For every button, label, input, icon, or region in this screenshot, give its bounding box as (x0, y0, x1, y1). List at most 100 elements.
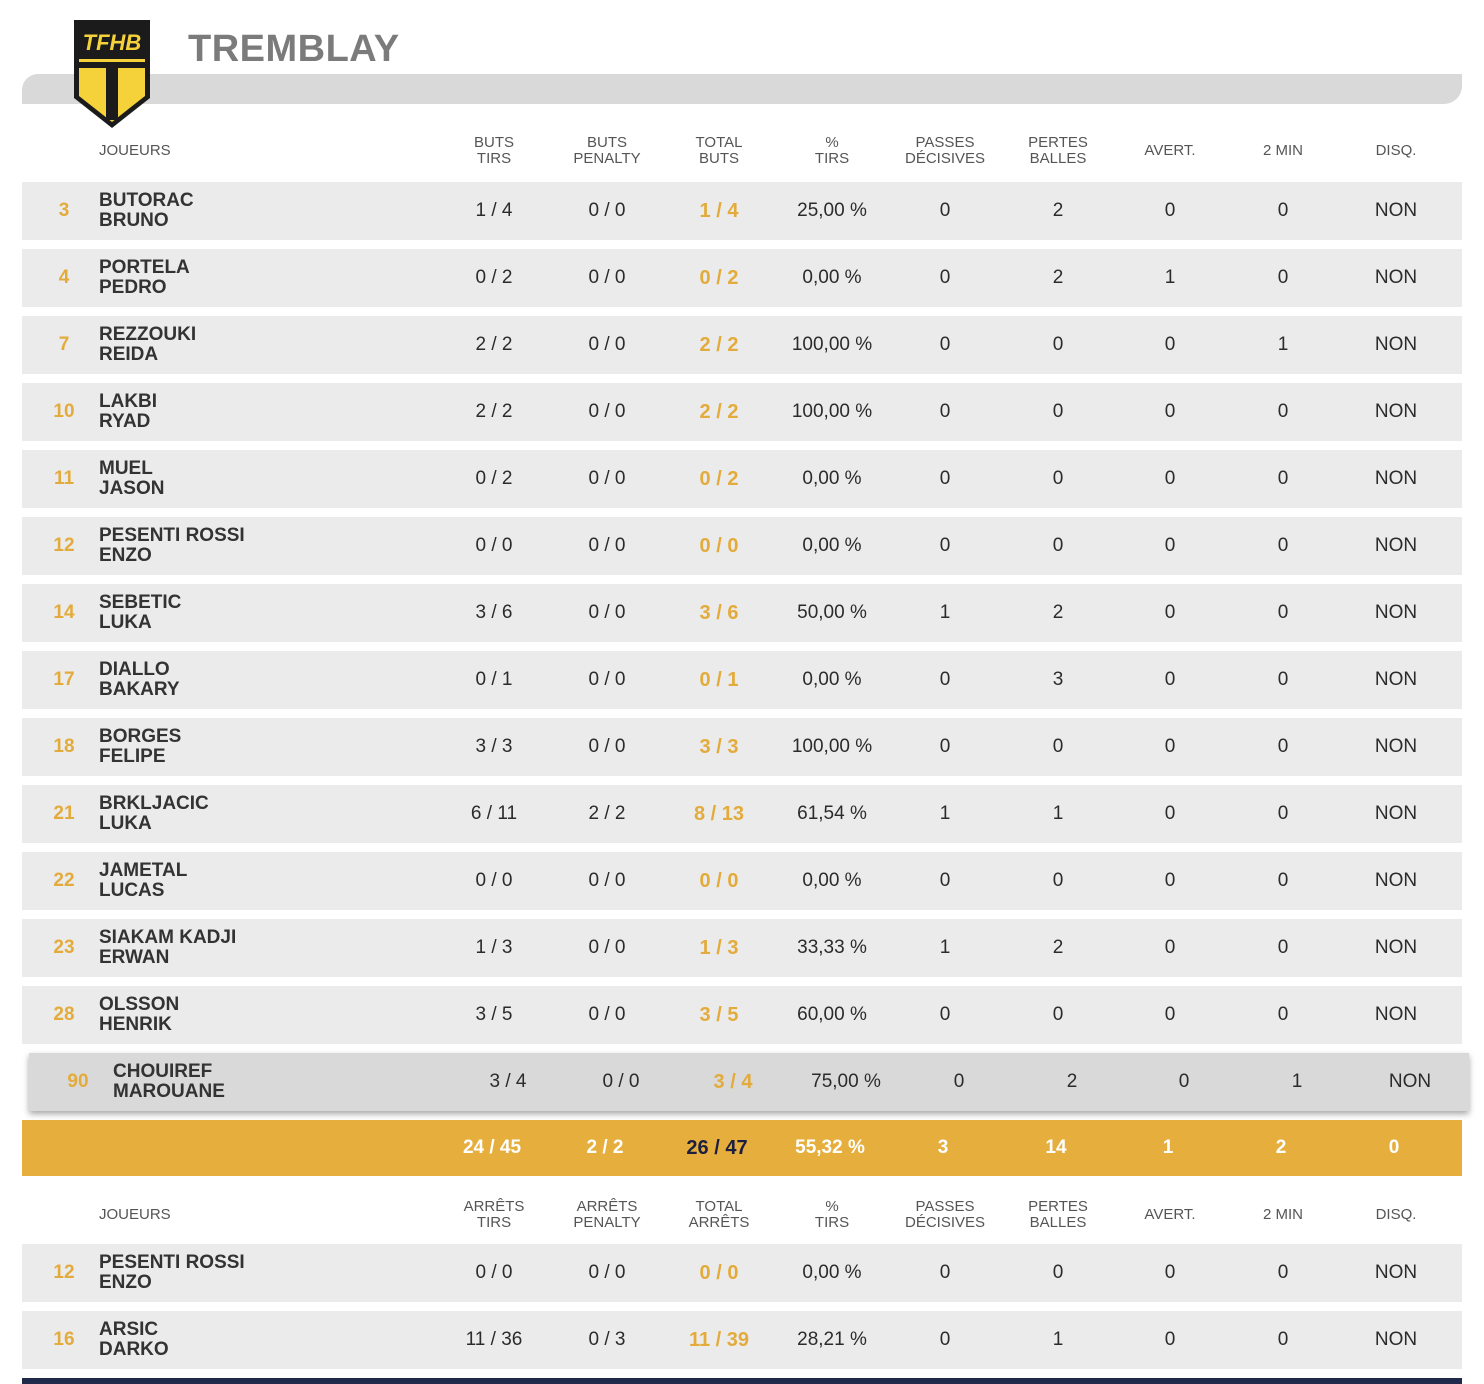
header-buts-tirs: BUTS TIRS (473, 134, 514, 167)
player-row[interactable]: 23 SIAKAM KADJI ERWAN 1 / 3 0 / 0 1 / 3 33,33 … (22, 919, 1462, 977)
player-number: 21 (53, 803, 75, 824)
player-row[interactable]: 28 OLSSON HENRIK 3 / 5 0 / 0 3 / 5 60,00 % 0 0 0 0… (22, 986, 1462, 1044)
pertes-cell: 0 (1052, 1004, 1064, 1025)
buts-tirs-cell: 6 / 11 (470, 803, 518, 824)
player-row[interactable]: 4 PORTELA PEDRO 0 / 2 0 / 0 0 / 2 0,00 % 0 2 1 0 NO… (22, 249, 1462, 307)
pct-tirs-cell: 100,00 % (791, 736, 873, 757)
player-row[interactable]: 17 DIALLO BAKARY 0 / 1 0 / 0 0 / 1 0,00 % 0 3 0 0 N… (22, 651, 1462, 709)
player-name: BORGES FELIPE (99, 718, 379, 776)
player-number: 16 (53, 1329, 75, 1350)
player-row[interactable]: 12 PESENTI ROSSI ENZO 0 / 0 0 / 0 0 / 0 0,00 %… (22, 517, 1462, 575)
passes-cell: 0 (939, 334, 951, 355)
pertes-cell: 0 (1052, 870, 1064, 891)
pct-tirs-cell: 50,00 % (797, 602, 867, 623)
total-cell: 0 / 0 (699, 869, 739, 892)
player-row[interactable]: 16 ARSIC DARKO 11 / 36 0 / 3 11 / 39 28,21 % 0 1… (22, 1311, 1462, 1369)
player-name: PESENTI ROSSI ENZO (99, 1244, 379, 1302)
buts-penalty-cell: 0 / 0 (588, 1004, 626, 1025)
totals-row: 24 / 45 2 / 2 26 / 47 55,32 % 3 14 1 2 0 (22, 1120, 1462, 1176)
player-first-name: DARKO (99, 1339, 169, 1360)
player-last-name: SIAKAM KADJI (99, 927, 237, 948)
total-cell: 1 / 4 (699, 199, 739, 222)
passes-cell: 0 (939, 200, 951, 221)
two-min-cell: 1 (1277, 334, 1289, 355)
player-row[interactable]: 3 BUTORAC BRUNO 1 / 4 0 / 0 1 / 4 25,00 % 0 2 0 0 N… (22, 182, 1462, 240)
player-name: MUEL JASON (99, 450, 379, 508)
total-cell: 3 / 4 (713, 1070, 753, 1093)
player-number: 17 (53, 669, 75, 690)
player-row[interactable]: 11 MUEL JASON 0 / 2 0 / 0 0 / 2 0,00 % 0 0 0 0 NON (22, 450, 1462, 508)
pct-tirs-cell: 28,21 % (797, 1329, 867, 1350)
total-cell: 2 / 2 (699, 400, 739, 423)
total-cell: 2 / 2 (699, 333, 739, 356)
disq-cell: NON (1374, 468, 1418, 489)
two-min-cell: 0 (1277, 200, 1289, 221)
player-name: BUTORAC BRUNO (99, 182, 379, 240)
total-buts-penalty-cell: 2 / 2 (586, 1137, 624, 1158)
avert-cell: 0 (1164, 602, 1176, 623)
buts-penalty-cell: 0 / 0 (588, 937, 626, 958)
total-total-cell: 26 / 47 (686, 1136, 748, 1159)
player-name: SEBETIC LUKA (99, 584, 379, 642)
buts-penalty-cell: 0 / 3 (588, 1329, 626, 1350)
pertes-cell: 2 (1052, 602, 1064, 623)
header-passes: PASSES DÉCISIVES (904, 134, 986, 167)
pertes-cell: 0 (1052, 401, 1064, 422)
two-min-cell: 0 (1277, 1004, 1289, 1025)
pct-tirs-cell: 75,00 % (811, 1071, 881, 1092)
buts-penalty-cell: 0 / 0 (588, 401, 626, 422)
player-row[interactable]: 22 JAMETAL LUCAS 0 / 0 0 / 0 0 / 0 0,00 % 0 0 0 0 N… (22, 852, 1462, 910)
two-min-cell: 0 (1277, 870, 1289, 891)
avert-cell: 0 (1164, 1262, 1176, 1283)
player-first-name: PEDRO (99, 277, 167, 298)
header-buts-tirs: ARRÊTS TIRS (463, 1198, 525, 1231)
avert-cell: 1 (1164, 267, 1176, 288)
disq-cell: NON (1374, 937, 1418, 958)
buts-tirs-cell: 1 / 3 (475, 937, 513, 958)
pct-tirs-cell: 100,00 % (791, 401, 873, 422)
player-last-name: PESENTI ROSSI (99, 1252, 245, 1273)
header-buts-penalty: ARRÊTS PENALTY (573, 1198, 641, 1231)
bottom-divider (22, 1378, 1462, 1384)
avert-cell: 0 (1164, 535, 1176, 556)
player-last-name: BUTORAC (99, 190, 194, 211)
pertes-cell: 2 (1052, 200, 1064, 221)
player-row[interactable]: 18 BORGES FELIPE 3 / 3 0 / 0 3 / 3 100,00 % 0 0 0… (22, 718, 1462, 776)
header-pertes: PERTES BALLES (1028, 134, 1088, 167)
player-first-name: JASON (99, 478, 165, 499)
pertes-cell: 2 (1066, 1071, 1078, 1092)
buts-penalty-cell: 0 / 0 (588, 1262, 626, 1283)
disq-cell: NON (1374, 200, 1418, 221)
avert-cell: 0 (1164, 736, 1176, 757)
player-number: 11 (53, 468, 75, 489)
player-row[interactable]: 12 PESENTI ROSSI ENZO 0 / 0 0 / 0 0 / 0 0,00 %… (22, 1244, 1462, 1302)
avert-cell: 0 (1164, 1004, 1176, 1025)
player-last-name: MUEL (99, 458, 153, 479)
player-row[interactable]: 90 CHOUIREF MAROUANE 3 / 4 0 / 0 3 / 4 75,00 %… (29, 1053, 1469, 1111)
header-pct-tirs: % TIRS (814, 1198, 850, 1231)
total-cell: 0 / 0 (699, 1261, 739, 1284)
buts-tirs-cell: 0 / 0 (475, 1262, 513, 1283)
passes-cell: 0 (939, 1262, 951, 1283)
player-row[interactable]: 21 BRKLJACIC LUKA 6 / 11 2 / 2 8 / 13 61,54 % 1… (22, 785, 1462, 843)
two-min-cell: 0 (1277, 736, 1289, 757)
player-row[interactable]: 14 SEBETIC LUKA 3 / 6 0 / 0 3 / 6 50,00 % 1 2 0 0 N… (22, 584, 1462, 642)
buts-penalty-cell: 0 / 0 (588, 535, 626, 556)
player-last-name: DIALLO (99, 659, 170, 680)
header-joueurs: JOUEURS (99, 142, 171, 159)
player-row[interactable]: 7 REZZOUKI REIDA 2 / 2 0 / 0 2 / 2 100,00 % 0 0 0… (22, 316, 1462, 374)
avert-cell: 0 (1164, 803, 1176, 824)
pct-tirs-cell: 0,00 % (802, 535, 862, 556)
header-disq: DISQ. (1375, 142, 1417, 159)
player-first-name: FELIPE (99, 746, 166, 767)
player-row[interactable]: 10 LAKBI RYAD 2 / 2 0 / 0 2 / 2 100,00 % 0 0 0 0 NO… (22, 383, 1462, 441)
passes-cell: 1 (939, 602, 951, 623)
header-passes: PASSES DÉCISIVES (904, 1198, 986, 1231)
buts-penalty-cell: 0 / 0 (588, 669, 626, 690)
two-min-cell: 0 (1277, 1262, 1289, 1283)
disq-cell: NON (1374, 870, 1418, 891)
header-pertes: PERTES BALLES (1028, 1198, 1088, 1231)
player-name: DIALLO BAKARY (99, 651, 379, 709)
total-buts-tirs-cell: 24 / 45 (462, 1137, 522, 1158)
player-name: ARSIC DARKO (99, 1311, 379, 1369)
